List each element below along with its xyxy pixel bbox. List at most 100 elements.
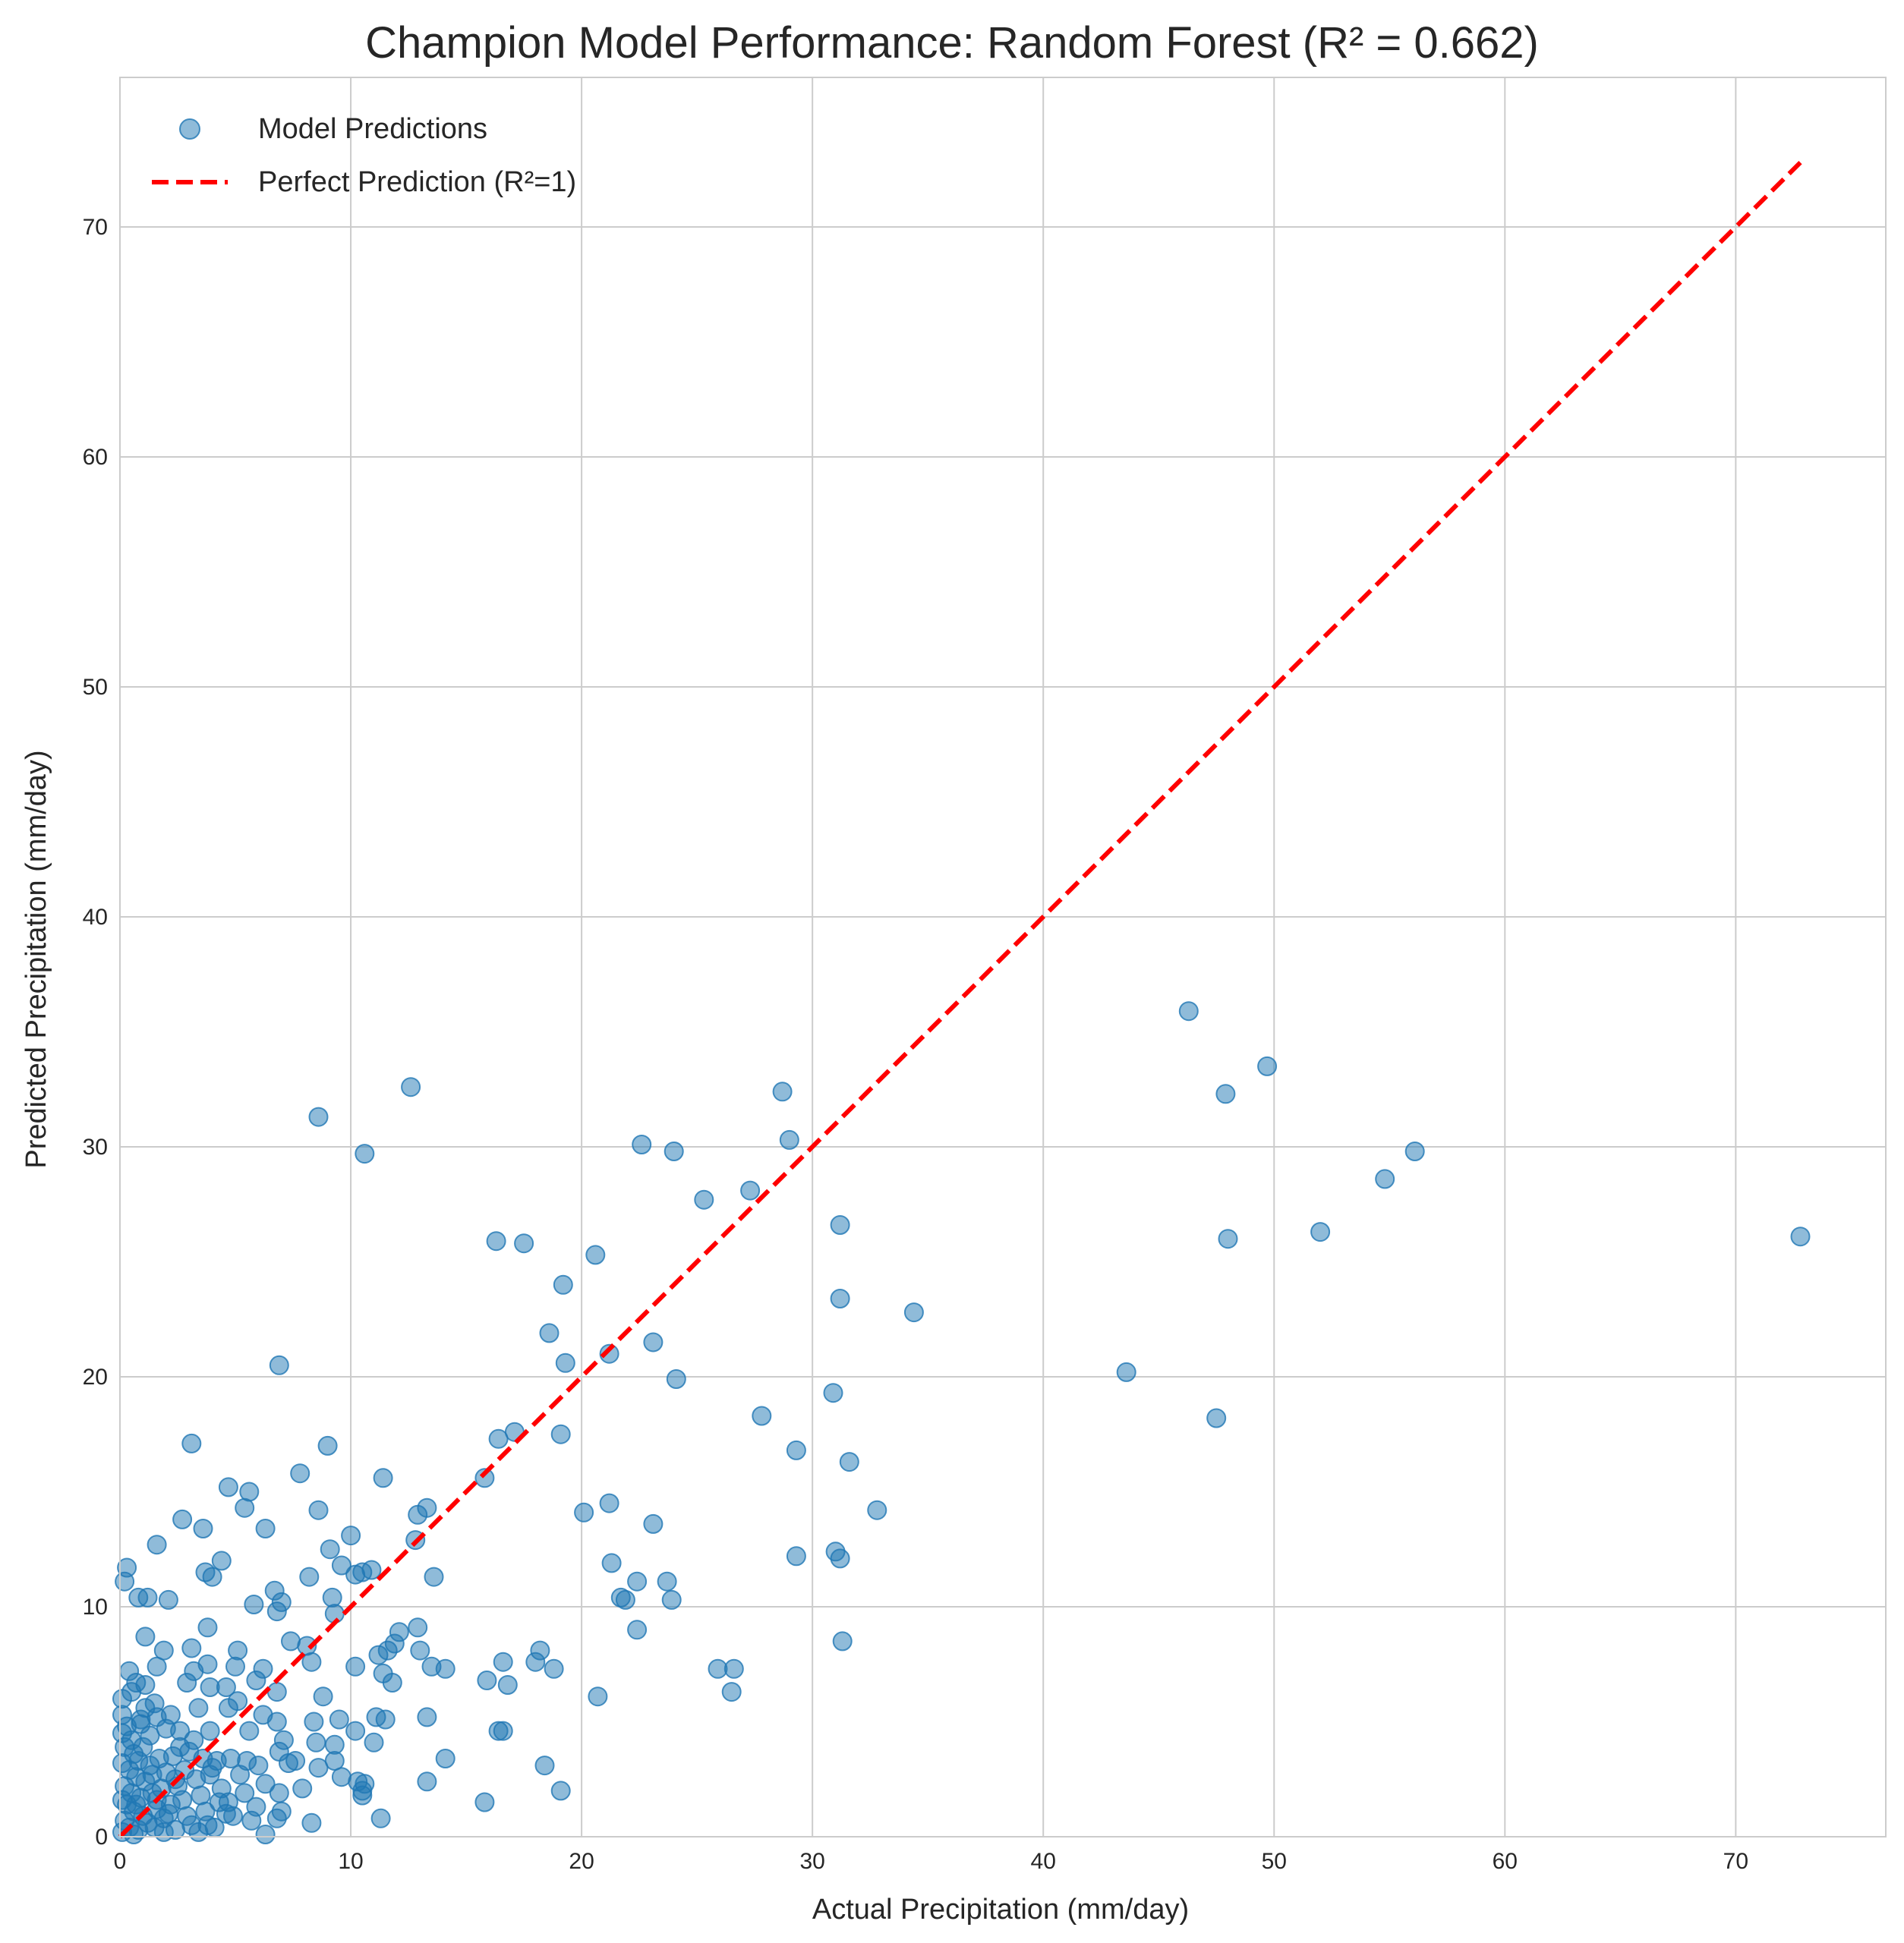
data-point <box>266 1712 287 1732</box>
data-point <box>1257 1056 1278 1076</box>
data-point <box>135 1698 156 1718</box>
data-point <box>382 1673 402 1693</box>
data-point <box>177 1673 197 1693</box>
data-point <box>153 1822 174 1842</box>
data-point <box>142 1765 162 1785</box>
data-point <box>158 1589 178 1610</box>
data-point <box>345 1721 366 1741</box>
data-point <box>218 1477 238 1497</box>
plot-border <box>119 77 1887 1838</box>
data-point <box>1310 1222 1331 1242</box>
data-point <box>131 1714 151 1734</box>
x-tick-label: 60 <box>1493 1849 1518 1874</box>
data-point <box>424 1567 444 1587</box>
data-point <box>220 1749 241 1768</box>
data-point <box>553 1274 573 1295</box>
x-tick-label: 40 <box>1031 1849 1056 1874</box>
data-point <box>661 1589 682 1610</box>
data-point <box>200 1721 220 1741</box>
data-point <box>1375 1169 1395 1189</box>
data-point <box>235 1783 255 1803</box>
data-point <box>1404 1142 1425 1161</box>
x-axis-label: Actual Precipitation (mm/day) <box>812 1894 1189 1926</box>
data-point <box>585 1245 606 1265</box>
data-point <box>301 1812 322 1833</box>
data-point <box>832 1631 853 1652</box>
y-tick-label: 20 <box>83 1365 108 1390</box>
perfect-prediction-line <box>118 160 1802 1839</box>
data-point <box>355 1144 375 1164</box>
data-point <box>627 1571 648 1592</box>
data-point <box>239 1482 260 1502</box>
data-point <box>225 1656 245 1677</box>
data-point <box>241 1810 262 1831</box>
data-point <box>401 1077 421 1097</box>
data-point <box>156 1718 176 1739</box>
grid <box>119 77 1886 1838</box>
data-point <box>534 1756 555 1776</box>
data-point <box>244 1595 264 1614</box>
data-point <box>153 1640 174 1661</box>
data-point <box>279 1753 298 1773</box>
data-point <box>255 1774 276 1794</box>
data-point <box>493 1652 513 1672</box>
data-point <box>329 1709 349 1730</box>
data-point <box>903 1302 924 1323</box>
legend-label-perfect-prediction: Perfect Prediction (R²=1) <box>258 166 576 198</box>
data-point <box>191 1785 211 1806</box>
data-point <box>246 1671 266 1690</box>
data-point <box>723 1658 744 1679</box>
data-point <box>230 1765 251 1785</box>
data-point <box>417 1707 437 1727</box>
data-point <box>839 1452 859 1472</box>
data-point <box>488 1428 509 1449</box>
legend-marker-model-predictions <box>179 118 200 140</box>
data-point <box>486 1231 506 1252</box>
reference-line-layer <box>118 160 1802 1839</box>
data-point <box>115 1571 135 1592</box>
data-point <box>1218 1229 1238 1249</box>
data-point <box>408 1617 428 1638</box>
data-point <box>368 1645 389 1665</box>
tick-labels: 0 10 20 30 40 50 60 70 0 10 20 30 40 50 60 70 <box>83 215 1748 1874</box>
data-point <box>643 1332 664 1353</box>
data-point <box>137 1587 158 1608</box>
data-point <box>147 1535 167 1555</box>
data-point <box>786 1440 806 1460</box>
data-point <box>1215 1084 1236 1104</box>
data-point <box>281 1631 301 1652</box>
data-point <box>239 1721 260 1741</box>
data-point <box>779 1129 799 1150</box>
x-tick-label: 50 <box>1262 1849 1287 1874</box>
data-point <box>657 1571 677 1592</box>
data-point <box>304 1712 324 1732</box>
data-point <box>615 1589 635 1610</box>
data-point <box>331 1767 351 1787</box>
data-point <box>474 1468 495 1488</box>
data-point <box>292 1778 313 1799</box>
data-point <box>197 1815 218 1835</box>
data-point <box>158 1803 178 1824</box>
points-layer <box>112 1001 1811 1844</box>
data-point <box>477 1671 497 1690</box>
data-point <box>147 1656 167 1677</box>
data-point <box>867 1500 887 1520</box>
data-point <box>269 1355 289 1375</box>
data-point <box>435 1749 456 1768</box>
data-point <box>202 1567 222 1587</box>
data-point <box>248 1756 269 1776</box>
data-point <box>772 1082 793 1102</box>
data-point <box>627 1620 648 1640</box>
data-point <box>373 1468 393 1488</box>
data-point <box>539 1323 560 1343</box>
data-point <box>1790 1227 1811 1247</box>
data-point <box>218 1698 238 1718</box>
data-point <box>266 1601 287 1622</box>
data-point <box>410 1640 430 1661</box>
data-point <box>666 1369 686 1389</box>
data-point <box>188 1698 209 1718</box>
x-tick-label: 70 <box>1723 1849 1748 1874</box>
x-tick-label: 10 <box>338 1849 363 1874</box>
data-point <box>599 1343 619 1364</box>
y-tick-label: 30 <box>83 1135 108 1160</box>
